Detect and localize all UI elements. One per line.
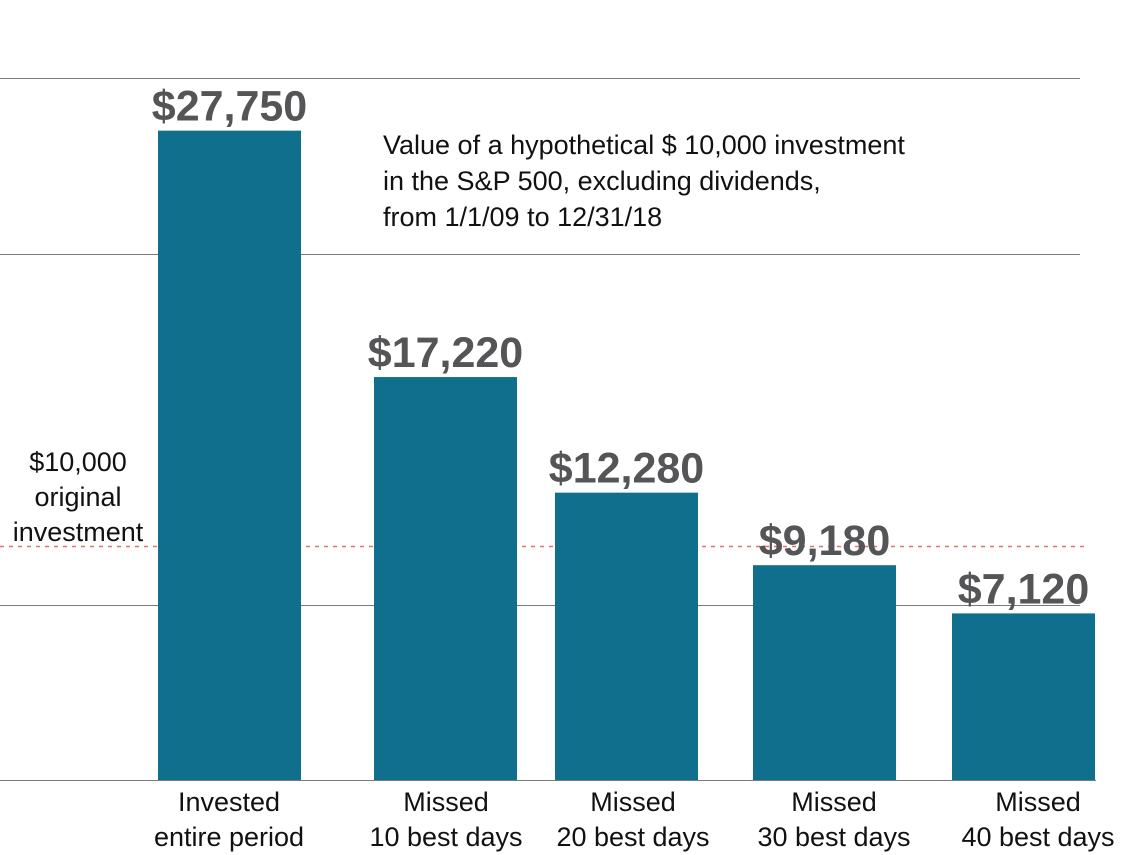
title-line-1: in the S&P 500, excluding dividends,	[383, 166, 821, 196]
category-label-2-line-0: Missed	[590, 787, 676, 817]
value-label-2: $12,280	[549, 445, 704, 493]
category-label-4-line-0: Missed	[995, 787, 1081, 817]
category-label-3-line-0: Missed	[791, 787, 877, 817]
category-labels: Invested entire period Missed 10 best days M…	[154, 787, 1115, 852]
bar-0	[158, 130, 301, 780]
bar-4	[952, 613, 1095, 780]
chart-title: Value of a hypothetical $ 10,000 investm…	[383, 130, 905, 232]
title-line-0: Value of a hypothetical $ 10,000 investm…	[383, 130, 905, 160]
reference-label: $10,000 original investment	[13, 447, 144, 547]
reference-label-line-0: $10,000	[29, 447, 127, 477]
reference-label-line-2: investment	[13, 517, 144, 547]
category-label-3-line-1: 30 best days	[757, 822, 910, 852]
value-labels: $27,750 $17,220 $12,280 $9,180 $7,120	[152, 83, 1089, 614]
category-label-4-line-1: 40 best days	[961, 822, 1114, 852]
bar-3	[753, 565, 896, 780]
value-label-0: $27,750	[152, 83, 307, 131]
category-label-1-line-0: Missed	[403, 787, 489, 817]
category-label-0-line-1: entire period	[154, 822, 304, 852]
category-label-2-line-1: 20 best days	[556, 822, 709, 852]
value-label-1: $17,220	[368, 329, 523, 377]
bar-1	[374, 377, 517, 780]
reference-label-line-1: original	[34, 482, 121, 512]
category-label-0-line-0: Invested	[178, 787, 280, 817]
value-label-3: $9,180	[759, 517, 891, 565]
title-line-2: from 1/1/09 to 12/31/18	[383, 202, 662, 232]
value-label-4: $7,120	[958, 565, 1090, 613]
bars	[158, 130, 1095, 780]
category-label-1-line-1: 10 best days	[369, 822, 522, 852]
bar-2	[555, 492, 698, 780]
